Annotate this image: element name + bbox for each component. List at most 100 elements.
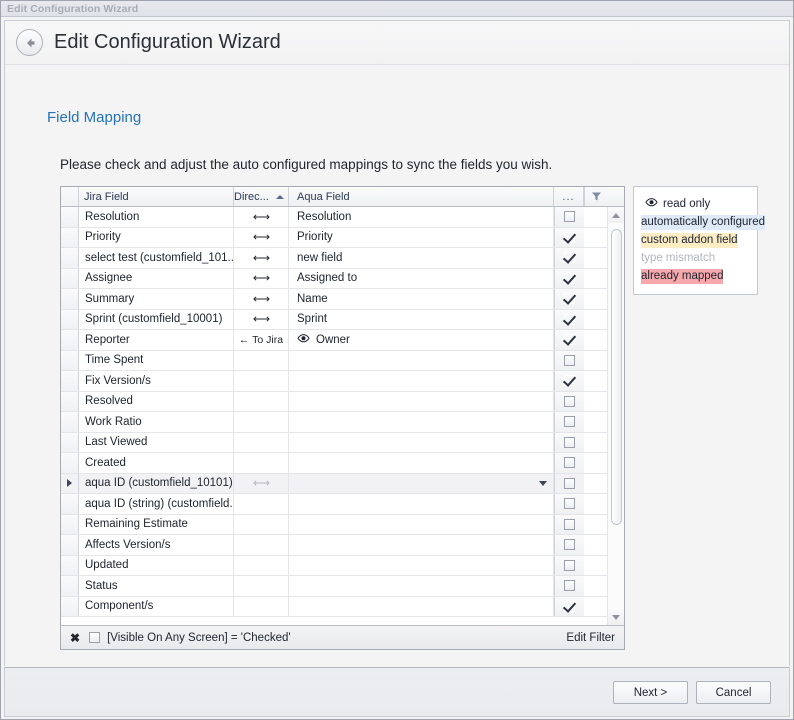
cell-jira-field[interactable]: Status bbox=[79, 576, 234, 596]
checkbox-unchecked-icon[interactable] bbox=[564, 539, 575, 551]
cell-direction[interactable] bbox=[234, 514, 289, 534]
edit-filter-link[interactable]: Edit Filter bbox=[566, 631, 615, 644]
checkbox-unchecked-icon[interactable] bbox=[564, 211, 575, 223]
cell-aqua-field[interactable]: Sprint bbox=[289, 309, 554, 329]
cell-aqua-field[interactable] bbox=[289, 596, 554, 616]
cell-jira-field[interactable]: Resolution bbox=[79, 207, 234, 227]
checkbox-unchecked-icon[interactable] bbox=[564, 436, 575, 448]
table-row[interactable]: Fix Version/s bbox=[61, 371, 607, 392]
table-row[interactable]: aqua ID (customfield_10101) ⟷ bbox=[61, 473, 607, 494]
cell-jira-field[interactable]: aqua ID (customfield_10101) bbox=[79, 473, 234, 493]
table-row[interactable]: Status bbox=[61, 576, 607, 597]
cell-sync-checkbox[interactable] bbox=[554, 330, 584, 350]
cell-aqua-field[interactable] bbox=[289, 432, 554, 452]
table-row[interactable]: Resolved bbox=[61, 391, 607, 412]
clear-filter-icon[interactable]: ✖ bbox=[70, 630, 81, 645]
cell-jira-field[interactable]: select test (customfield_101... bbox=[79, 248, 234, 268]
cell-direction[interactable]: ← To Jira bbox=[234, 330, 289, 350]
cell-jira-field[interactable]: Component/s bbox=[79, 596, 234, 616]
cell-sync-checkbox[interactable] bbox=[554, 268, 584, 288]
cell-direction[interactable] bbox=[234, 576, 289, 596]
cell-jira-field[interactable]: Resolved bbox=[79, 391, 234, 411]
cell-aqua-field[interactable] bbox=[289, 371, 554, 391]
cell-direction[interactable]: ⟷ bbox=[234, 248, 289, 268]
cell-direction[interactable]: ⟷ bbox=[234, 207, 289, 227]
checkbox-checked-icon[interactable] bbox=[564, 272, 575, 284]
cell-sync-checkbox[interactable] bbox=[554, 514, 584, 534]
cell-sync-checkbox[interactable] bbox=[554, 453, 584, 473]
scroll-up-button[interactable] bbox=[608, 207, 624, 223]
cell-sync-checkbox[interactable] bbox=[554, 412, 584, 432]
aqua-field-dropdown-icon[interactable] bbox=[539, 480, 547, 486]
cell-aqua-field[interactable] bbox=[289, 514, 554, 534]
cell-aqua-field[interactable] bbox=[289, 473, 554, 493]
cell-aqua-field[interactable]: Priority bbox=[289, 227, 554, 247]
cell-direction[interactable] bbox=[234, 494, 289, 514]
checkbox-unchecked-icon[interactable] bbox=[564, 416, 575, 428]
scroll-down-button[interactable] bbox=[608, 609, 624, 625]
cell-direction[interactable] bbox=[234, 535, 289, 555]
table-row[interactable]: Time Spent bbox=[61, 350, 607, 371]
cell-sync-checkbox[interactable] bbox=[554, 576, 584, 596]
cell-aqua-field[interactable] bbox=[289, 535, 554, 555]
table-row[interactable]: Work Ratio bbox=[61, 412, 607, 433]
table-row[interactable]: Assignee ⟷ Assigned to bbox=[61, 268, 607, 289]
cell-direction[interactable]: ⟷ bbox=[234, 473, 289, 493]
cancel-button[interactable]: Cancel bbox=[696, 681, 771, 704]
cell-aqua-field[interactable]: Resolution bbox=[289, 207, 554, 227]
checkbox-unchecked-icon[interactable] bbox=[564, 580, 575, 592]
table-row[interactable]: Summary ⟷ Name bbox=[61, 289, 607, 310]
cell-jira-field[interactable]: Summary bbox=[79, 289, 234, 309]
cell-jira-field[interactable]: Work Ratio bbox=[79, 412, 234, 432]
checkbox-unchecked-icon[interactable] bbox=[564, 498, 575, 510]
column-header-dots[interactable]: ... bbox=[554, 187, 584, 206]
cell-direction[interactable]: ⟷ bbox=[234, 268, 289, 288]
grid-vertical-scrollbar[interactable] bbox=[607, 207, 624, 625]
cell-sync-checkbox[interactable] bbox=[554, 473, 584, 493]
filter-enabled-checkbox[interactable] bbox=[89, 632, 101, 643]
cell-jira-field[interactable]: Priority bbox=[79, 227, 234, 247]
cell-direction[interactable] bbox=[234, 350, 289, 370]
cell-aqua-field[interactable] bbox=[289, 555, 554, 575]
cell-direction[interactable] bbox=[234, 432, 289, 452]
cell-aqua-field[interactable]: Assigned to bbox=[289, 268, 554, 288]
cell-aqua-field[interactable] bbox=[289, 453, 554, 473]
checkbox-checked-icon[interactable] bbox=[564, 600, 575, 612]
checkbox-unchecked-icon[interactable] bbox=[564, 457, 575, 469]
checkbox-unchecked-icon[interactable] bbox=[564, 395, 575, 407]
cell-direction[interactable] bbox=[234, 391, 289, 411]
table-row[interactable]: Reporter ← To Jira Owner bbox=[61, 330, 607, 351]
cell-aqua-field[interactable] bbox=[289, 391, 554, 411]
cell-sync-checkbox[interactable] bbox=[554, 391, 584, 411]
next-button[interactable]: Next > bbox=[613, 681, 688, 704]
cell-sync-checkbox[interactable] bbox=[554, 248, 584, 268]
cell-jira-field[interactable]: Remaining Estimate bbox=[79, 514, 234, 534]
cell-sync-checkbox[interactable] bbox=[554, 555, 584, 575]
checkbox-checked-icon[interactable] bbox=[564, 334, 575, 346]
checkbox-checked-icon[interactable] bbox=[564, 313, 575, 325]
cell-jira-field[interactable]: Time Spent bbox=[79, 350, 234, 370]
cell-sync-checkbox[interactable] bbox=[554, 227, 584, 247]
cell-direction[interactable] bbox=[234, 371, 289, 391]
cell-direction[interactable] bbox=[234, 555, 289, 575]
back-arrow-icon[interactable] bbox=[16, 29, 43, 56]
cell-jira-field[interactable]: Sprint (customfield_10001) bbox=[79, 309, 234, 329]
scrollbar-thumb[interactable] bbox=[611, 229, 622, 525]
cell-sync-checkbox[interactable] bbox=[554, 289, 584, 309]
cell-aqua-field[interactable] bbox=[289, 494, 554, 514]
table-row[interactable]: Priority ⟷ Priority bbox=[61, 227, 607, 248]
cell-sync-checkbox[interactable] bbox=[554, 596, 584, 616]
table-row[interactable]: aqua ID (string) (customfield... bbox=[61, 494, 607, 515]
table-row[interactable]: Component/s bbox=[61, 596, 607, 617]
cell-jira-field[interactable]: Affects Version/s bbox=[79, 535, 234, 555]
cell-jira-field[interactable]: Assignee bbox=[79, 268, 234, 288]
cell-sync-checkbox[interactable] bbox=[554, 494, 584, 514]
checkbox-checked-icon[interactable] bbox=[564, 231, 575, 243]
column-header-aqua-field[interactable]: Aqua Field bbox=[289, 187, 554, 206]
column-header-direction[interactable]: Direc... bbox=[234, 187, 289, 206]
cell-aqua-field[interactable]: Name bbox=[289, 289, 554, 309]
table-row[interactable]: Updated bbox=[61, 555, 607, 576]
checkbox-checked-icon[interactable] bbox=[564, 293, 575, 305]
table-row[interactable]: Remaining Estimate bbox=[61, 514, 607, 535]
cell-jira-field[interactable]: aqua ID (string) (customfield... bbox=[79, 494, 234, 514]
